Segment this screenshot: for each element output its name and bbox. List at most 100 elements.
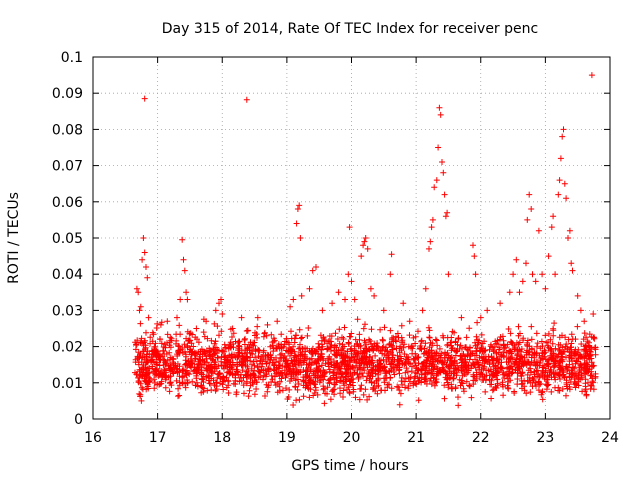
data-point <box>563 392 569 399</box>
data-point <box>301 357 308 364</box>
data-point <box>176 343 183 350</box>
data-point <box>212 307 219 314</box>
data-point <box>532 361 539 368</box>
data-point <box>291 354 298 361</box>
data-point <box>588 333 595 340</box>
data-point <box>174 314 180 321</box>
data-point <box>328 348 334 354</box>
data-point <box>316 344 323 351</box>
data-point <box>183 289 190 296</box>
data-point <box>187 346 193 353</box>
data-point <box>138 335 145 342</box>
data-point <box>550 332 557 339</box>
data-point <box>494 376 501 383</box>
data-point <box>384 381 391 388</box>
data-point <box>387 271 394 278</box>
data-point <box>388 385 395 392</box>
data-point <box>314 366 321 373</box>
data-point <box>281 338 288 345</box>
data-point <box>568 344 575 351</box>
data-point <box>166 388 173 395</box>
data-point <box>186 371 193 378</box>
data-point <box>221 359 228 366</box>
data-point <box>416 378 423 385</box>
data-point <box>267 343 274 350</box>
y-tick-label: 0.09 <box>52 86 83 102</box>
data-point <box>142 367 149 374</box>
data-point <box>547 367 554 373</box>
data-point <box>230 380 237 387</box>
data-point <box>428 370 435 377</box>
data-point <box>181 341 188 348</box>
data-point <box>458 356 464 363</box>
data-point <box>529 375 536 382</box>
data-point <box>466 356 473 363</box>
data-point <box>527 361 534 368</box>
data-point <box>526 351 533 358</box>
data-point <box>338 365 344 372</box>
data-point <box>441 395 448 402</box>
data-point <box>333 360 340 367</box>
data-point <box>330 374 337 381</box>
data-point <box>333 379 340 386</box>
data-point <box>288 375 295 382</box>
data-point <box>573 358 580 365</box>
data-point <box>235 349 242 356</box>
data-point <box>414 375 421 382</box>
data-point <box>362 321 368 328</box>
data-point <box>560 348 567 355</box>
data-point <box>518 353 525 360</box>
data-point <box>350 354 357 361</box>
data-point <box>228 353 235 360</box>
data-point <box>326 379 333 386</box>
data-point <box>514 347 521 354</box>
data-point <box>225 345 232 352</box>
data-point <box>388 251 395 258</box>
data-point <box>147 334 154 341</box>
x-tick-label: 20 <box>343 430 361 446</box>
data-point <box>139 371 146 378</box>
data-point <box>371 292 378 299</box>
data-point <box>365 370 372 377</box>
data-point <box>348 278 355 285</box>
data-point <box>401 378 408 385</box>
data-point <box>297 369 304 376</box>
data-point <box>399 381 406 388</box>
data-point <box>162 372 169 379</box>
data-point <box>581 318 588 325</box>
data-point <box>472 342 479 349</box>
data-point <box>406 332 413 339</box>
data-point <box>532 379 539 386</box>
data-point <box>160 371 167 378</box>
data-point <box>588 72 595 79</box>
data-point <box>524 216 531 223</box>
data-point <box>184 377 191 383</box>
data-point <box>159 353 166 360</box>
data-point <box>414 354 421 361</box>
grid-lines <box>93 57 610 419</box>
data-point <box>137 303 144 310</box>
data-point <box>422 370 429 377</box>
data-point <box>179 373 186 380</box>
data-point <box>379 365 386 372</box>
x-axis-label: GPS time / hours <box>291 458 408 474</box>
data-point <box>229 334 235 340</box>
data-point <box>360 242 367 249</box>
data-point <box>476 373 483 380</box>
data-point <box>415 328 421 335</box>
data-point <box>153 325 160 331</box>
data-point <box>151 385 158 392</box>
data-point <box>581 355 588 362</box>
data-point <box>508 363 514 370</box>
data-point <box>278 345 285 351</box>
data-point <box>221 341 228 348</box>
data-point <box>273 354 279 361</box>
data-point <box>386 381 392 388</box>
data-point <box>526 374 533 381</box>
data-point <box>135 379 142 386</box>
data-point <box>156 362 163 369</box>
data-point <box>545 356 552 363</box>
data-point <box>247 375 254 382</box>
data-point <box>458 379 465 386</box>
data-point <box>470 242 476 249</box>
